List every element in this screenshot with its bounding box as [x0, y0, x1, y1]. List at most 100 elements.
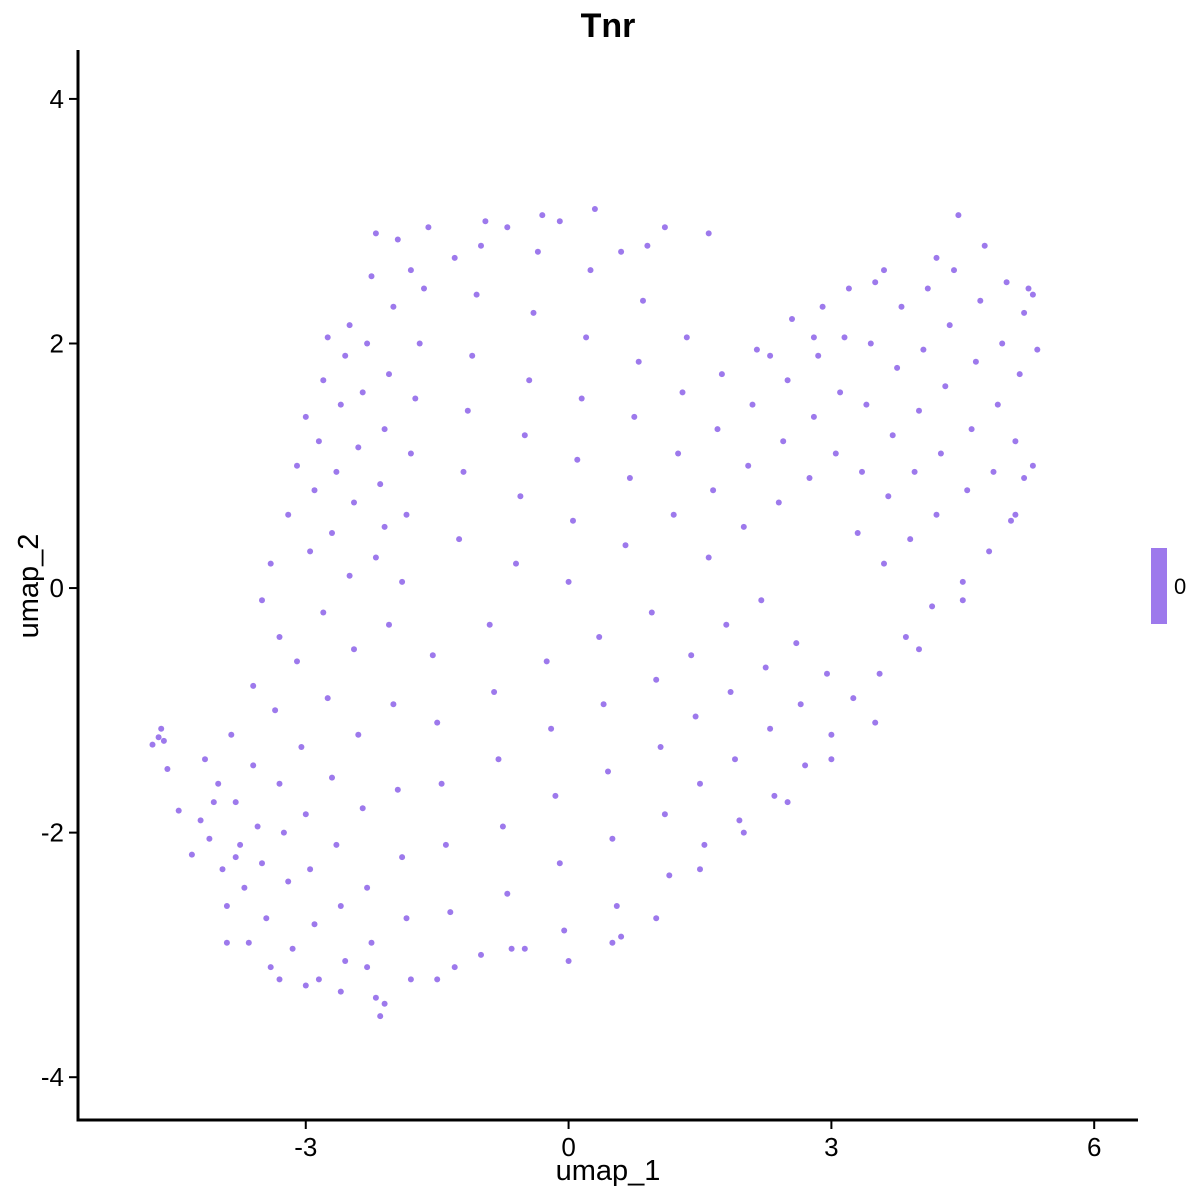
data-point [894, 364, 901, 371]
data-point [552, 792, 559, 799]
data-point [149, 741, 156, 748]
data-point [951, 267, 957, 274]
data-point [359, 805, 366, 812]
data-point [797, 701, 804, 708]
data-point [793, 640, 800, 647]
data-point [565, 958, 572, 964]
data-point [885, 493, 892, 500]
data-point [1025, 285, 1032, 292]
data-point [1021, 309, 1028, 316]
data-point [881, 267, 887, 274]
data-point [732, 756, 738, 763]
data-point [250, 762, 257, 769]
data-point [263, 915, 270, 922]
data-point [815, 352, 822, 359]
data-point [565, 578, 572, 585]
data-point [824, 670, 830, 677]
data-point [591, 206, 598, 212]
data-point [403, 511, 410, 518]
data-point [635, 358, 642, 365]
data-point [749, 401, 756, 408]
data-point [478, 242, 484, 249]
data-point [355, 444, 362, 451]
x-tick-label: -3 [294, 1132, 317, 1162]
data-point [280, 829, 287, 836]
x-ticks: -3 0 3 6 [294, 1120, 1101, 1162]
data-point [736, 817, 743, 824]
data-point [164, 766, 171, 772]
data-point [609, 835, 616, 842]
data-point [394, 786, 401, 793]
data-point [302, 982, 309, 989]
data-point [377, 481, 384, 488]
data-point [197, 817, 204, 824]
data-point [745, 462, 752, 469]
data-point [806, 475, 813, 481]
data-point [158, 725, 165, 732]
points-layer [149, 206, 1041, 1020]
y-tick-label: 0 [50, 573, 64, 603]
data-point [609, 939, 616, 946]
data-point [644, 242, 651, 249]
data-point [351, 646, 357, 653]
data-point [596, 634, 603, 640]
data-point [276, 976, 283, 983]
data-point [333, 468, 340, 475]
data-point [898, 303, 905, 310]
data-point [767, 352, 774, 359]
data-point [302, 811, 309, 818]
data-point [670, 511, 677, 518]
data-point [556, 860, 563, 867]
data-point [381, 426, 388, 433]
data-point [942, 383, 949, 390]
data-point [372, 554, 379, 561]
data-point [337, 401, 344, 408]
data-point [587, 267, 594, 274]
data-point [653, 915, 660, 922]
data-point [784, 799, 791, 806]
data-point [762, 664, 769, 671]
data-point [937, 450, 944, 457]
data-point [683, 334, 690, 341]
data-point [478, 951, 484, 958]
data-point [407, 976, 414, 983]
data-point [810, 413, 817, 420]
data-point [206, 835, 213, 842]
data-point [959, 597, 966, 604]
data-point [381, 1000, 388, 1007]
data-point [302, 413, 309, 420]
x-tick-label: 0 [561, 1132, 575, 1162]
data-point [416, 340, 423, 347]
data-point [723, 621, 730, 628]
data-point [368, 939, 375, 946]
data-point [298, 744, 305, 750]
data-point [618, 248, 625, 255]
data-point [513, 560, 519, 567]
data-point [381, 523, 388, 530]
data-point [916, 407, 922, 414]
data-point [977, 297, 984, 304]
data-point [548, 725, 555, 732]
data-point [372, 994, 379, 1001]
data-point [1021, 475, 1028, 481]
data-point [210, 799, 217, 806]
data-point [916, 646, 922, 653]
data-point [285, 878, 292, 885]
data-point [850, 695, 857, 702]
data-point [267, 964, 274, 971]
data-point [1012, 511, 1019, 518]
data-point [920, 346, 927, 353]
data-point [837, 389, 844, 396]
y-tick-label: 2 [50, 328, 64, 358]
data-point [640, 297, 646, 304]
data-point [307, 548, 314, 555]
data-point [570, 517, 576, 524]
data-point [530, 309, 537, 316]
data-point [390, 701, 397, 708]
data-point [959, 578, 966, 585]
data-point [964, 487, 971, 494]
data-point [789, 316, 795, 322]
data-point [495, 756, 502, 763]
data-point [311, 487, 318, 494]
data-point [828, 756, 835, 763]
